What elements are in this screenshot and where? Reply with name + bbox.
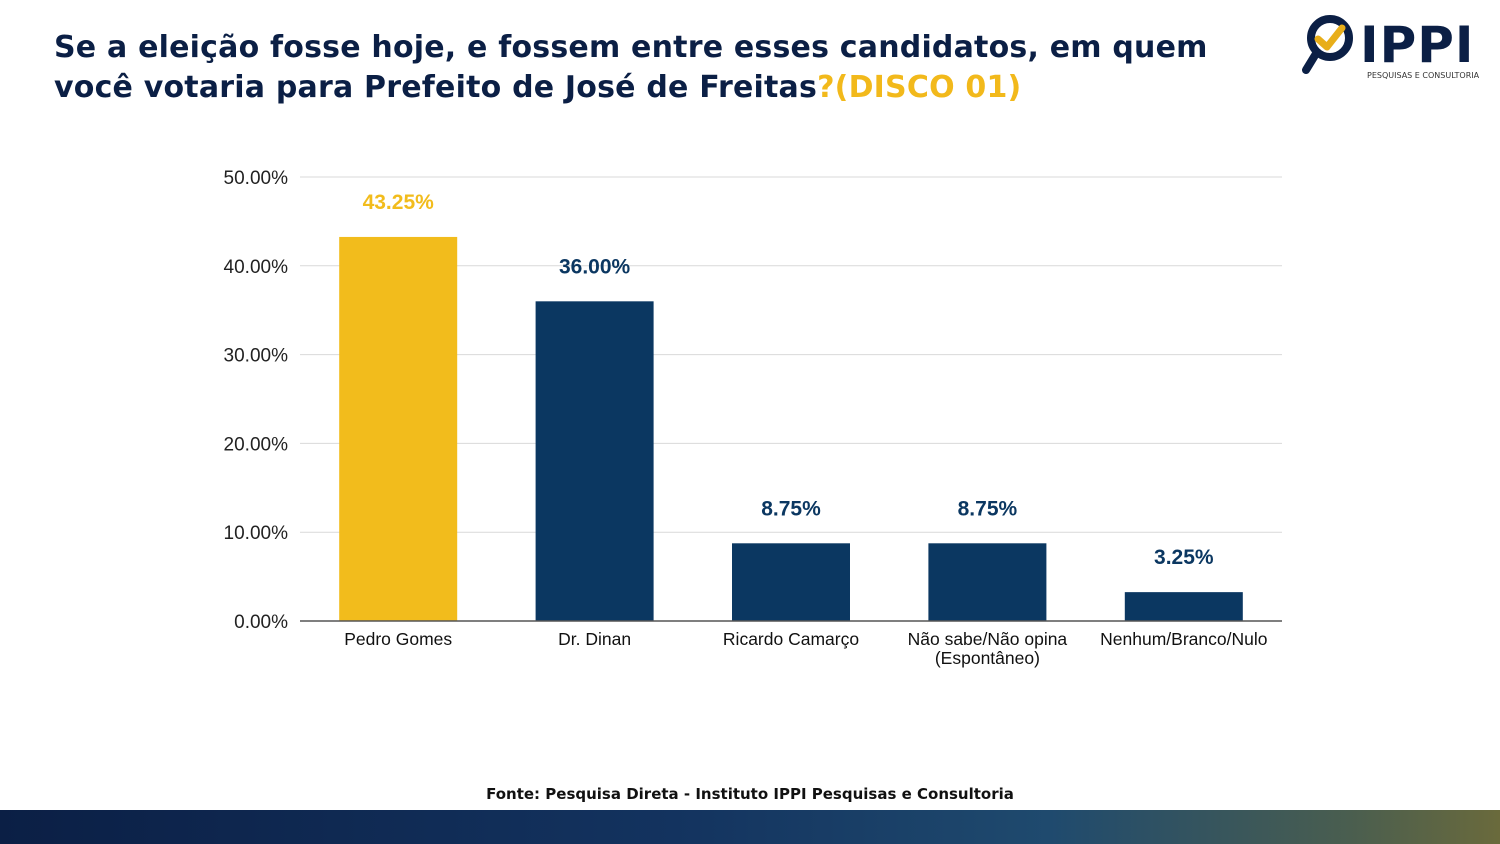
bar bbox=[928, 543, 1047, 621]
data-label: 43.25% bbox=[363, 191, 435, 214]
bar bbox=[535, 301, 654, 621]
bar bbox=[1124, 592, 1243, 621]
page-title: Se a eleição fosse hoje, e fossem entre … bbox=[54, 28, 1254, 108]
y-axis-ticks: 0.00% 10.00% 20.00% 30.00% 40.00% 50.00% bbox=[224, 168, 289, 633]
bar-chart: 0.00% 10.00% 20.00% 30.00% 40.00% 50.00% 43.2… bbox=[224, 168, 1282, 668]
x-tick-label-line: Pedro Gomes bbox=[344, 629, 452, 649]
bar bbox=[339, 236, 458, 621]
gridlines bbox=[300, 176, 1282, 533]
source-note: Fonte: Pesquisa Direta - Instituto IPPI … bbox=[486, 785, 1014, 803]
x-tick-label-line: Ricardo Camarço bbox=[723, 629, 859, 649]
data-labels: 43.25% 36.00% 8.75% 8.75% 3.25% bbox=[363, 191, 1214, 569]
x-tick-label-line: Não sabe/Não opina bbox=[908, 629, 1068, 649]
x-tick-label-line: (Espontâneo) bbox=[935, 648, 1040, 668]
data-label: 8.75% bbox=[958, 497, 1018, 520]
footer-bar bbox=[0, 810, 1500, 844]
logo-tagline: PESQUISAS E CONSULTORIA bbox=[1367, 71, 1480, 80]
bars bbox=[339, 236, 1243, 621]
x-tick-label: Dr. Dinan bbox=[558, 629, 631, 649]
logo-svg: IPPI PESQUISAS E CONSULTORIA bbox=[1302, 15, 1480, 80]
title-accent: ?(DISCO 01) bbox=[817, 70, 1022, 105]
x-tick-label-line: Nenhum/Branco/Nulo bbox=[1100, 629, 1267, 649]
y-tick-label: 0.00% bbox=[234, 612, 288, 633]
x-tick-label: Nenhum/Branco/Nulo bbox=[1100, 629, 1267, 649]
y-tick-label: 10.00% bbox=[224, 523, 289, 544]
x-tick-label: Ricardo Camarço bbox=[723, 629, 859, 649]
data-label: 36.00% bbox=[559, 255, 631, 278]
title-main: Se a eleição fosse hoje, e fossem entre … bbox=[54, 30, 1208, 105]
logo-brand: IPPI bbox=[1360, 16, 1475, 74]
bar bbox=[732, 543, 850, 621]
x-tick-label: Pedro Gomes bbox=[344, 629, 452, 649]
y-tick-label: 40.00% bbox=[224, 257, 289, 278]
y-tick-label: 50.00% bbox=[224, 168, 289, 189]
y-tick-label: 20.00% bbox=[224, 434, 289, 455]
magnifier-check-icon bbox=[1302, 15, 1353, 74]
chart-area: 0.00% 10.00% 20.00% 30.00% 40.00% 50.00% 43.2… bbox=[195, 115, 1300, 725]
y-tick-label: 30.00% bbox=[224, 346, 289, 367]
x-tick-label-line: Dr. Dinan bbox=[558, 629, 631, 649]
data-label: 8.75% bbox=[761, 497, 821, 520]
x-axis-ticks: Pedro Gomes Dr. Dinan Ricardo Camarço Não s… bbox=[344, 629, 1267, 668]
x-tick-label: Não sabe/Não opina (Espontâneo) bbox=[908, 629, 1068, 668]
data-label: 3.25% bbox=[1154, 546, 1214, 569]
ippi-logo: IPPI PESQUISAS E CONSULTORIA bbox=[1300, 12, 1490, 87]
